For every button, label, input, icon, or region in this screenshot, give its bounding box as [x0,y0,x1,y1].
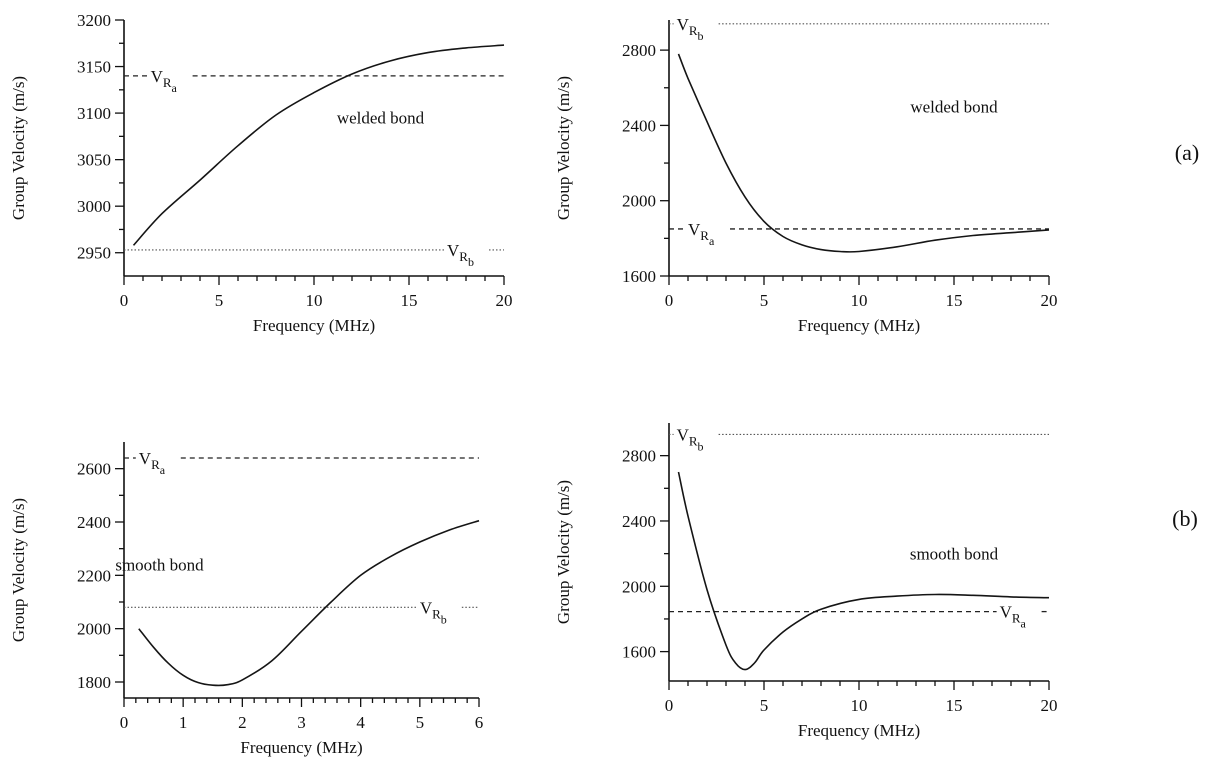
y-axis-label: Group Velocity (m/s) [554,76,573,220]
y-tick-label: 2400 [622,512,656,531]
reference-label-a: VRa [1000,603,1027,631]
chart-panel-2: 0 5 10 15 20 1600 2000 2400 2800 Frequency (MHz) G… [554,15,1058,335]
series-line-1 [132,44,505,246]
x-tick-label: 0 [665,696,674,715]
series-line-1 [677,53,1050,253]
y-tick-label: 1800 [77,673,111,692]
x-tick-label: 2 [238,713,247,732]
x-tick-label: 10 [851,696,868,715]
x-tick-label: 0 [120,713,129,732]
x-tick-label: 15 [401,291,418,310]
y-axis-label: Group Velocity (m/s) [554,480,573,624]
series-line-1 [677,471,1050,671]
reference-label-b: VRb [677,15,704,43]
y-tick-label: 1600 [622,643,656,662]
row-label-a: (a) [1175,140,1199,165]
x-axis-label: Frequency (MHz) [240,738,362,757]
x-tick-label: 10 [851,291,868,310]
reference-label-a: VRa [139,449,166,477]
reference-label-b: VRb [420,598,447,626]
y-tick-label: 2000 [622,192,656,211]
y-tick-label: 2400 [77,513,111,532]
y-tick-label: 2400 [622,116,656,135]
chart-panel-3: 0 1 2 3 4 5 6 1800 2000 2200 2400 2600 Frequency (MH… [9,442,483,757]
reference-label-a: VRa [151,67,178,95]
x-tick-label: 0 [665,291,674,310]
x-tick-label: 6 [475,713,484,732]
x-tick-label: 10 [306,291,323,310]
x-tick-label: 20 [1041,291,1058,310]
y-tick-label: 2800 [622,447,656,466]
y-tick-label: 3050 [77,151,111,170]
x-tick-label: 4 [356,713,365,732]
x-axis-label: Frequency (MHz) [798,721,920,740]
y-tick-label: 3100 [77,104,111,123]
y-tick-label: 3150 [77,58,111,77]
chart-panel-1: 0 5 10 15 20 2950 3000 3050 3100 3150 3200 Frequenc… [9,11,513,335]
annotation-label: smooth bond [910,545,999,564]
x-tick-label: 3 [297,713,306,732]
y-axis-label: Group Velocity (m/s) [9,498,28,642]
chart-panel-4: 0 5 10 15 20 1600 2000 2400 2800 Frequency (MHz) G… [554,423,1058,740]
x-tick-label: 15 [946,696,963,715]
annotation-label: smooth bond [115,556,204,575]
y-tick-label: 3200 [77,11,111,30]
x-axis-label: Frequency (MHz) [253,316,375,335]
x-tick-label: 0 [120,291,129,310]
y-tick-label: 2950 [77,244,111,263]
x-tick-label: 20 [1041,696,1058,715]
y-tick-label: 2000 [622,577,656,596]
y-tick-label: 2200 [77,566,111,585]
reference-label-a: VRa [688,220,715,248]
reference-label-b: VRb [447,241,474,269]
row-label-b: (b) [1172,506,1198,531]
y-tick-label: 2800 [622,41,656,60]
x-tick-label: 5 [215,291,224,310]
annotation-label: welded bond [910,98,998,117]
x-tick-label: 5 [760,291,769,310]
y-tick-label: 3000 [77,197,111,216]
x-axis-label: Frequency (MHz) [798,316,920,335]
x-tick-label: 5 [416,713,425,732]
reference-label-b: VRb [677,425,704,453]
x-tick-label: 1 [179,713,188,732]
x-tick-label: 15 [946,291,963,310]
series-line-1 [138,519,480,687]
y-axis-label: Group Velocity (m/s) [9,76,28,220]
y-tick-label: 2000 [77,620,111,639]
y-tick-label: 1600 [622,267,656,286]
x-tick-label: 5 [760,696,769,715]
y-tick-label: 2600 [77,460,111,479]
x-tick-label: 20 [496,291,513,310]
annotation-label: welded bond [337,109,425,128]
